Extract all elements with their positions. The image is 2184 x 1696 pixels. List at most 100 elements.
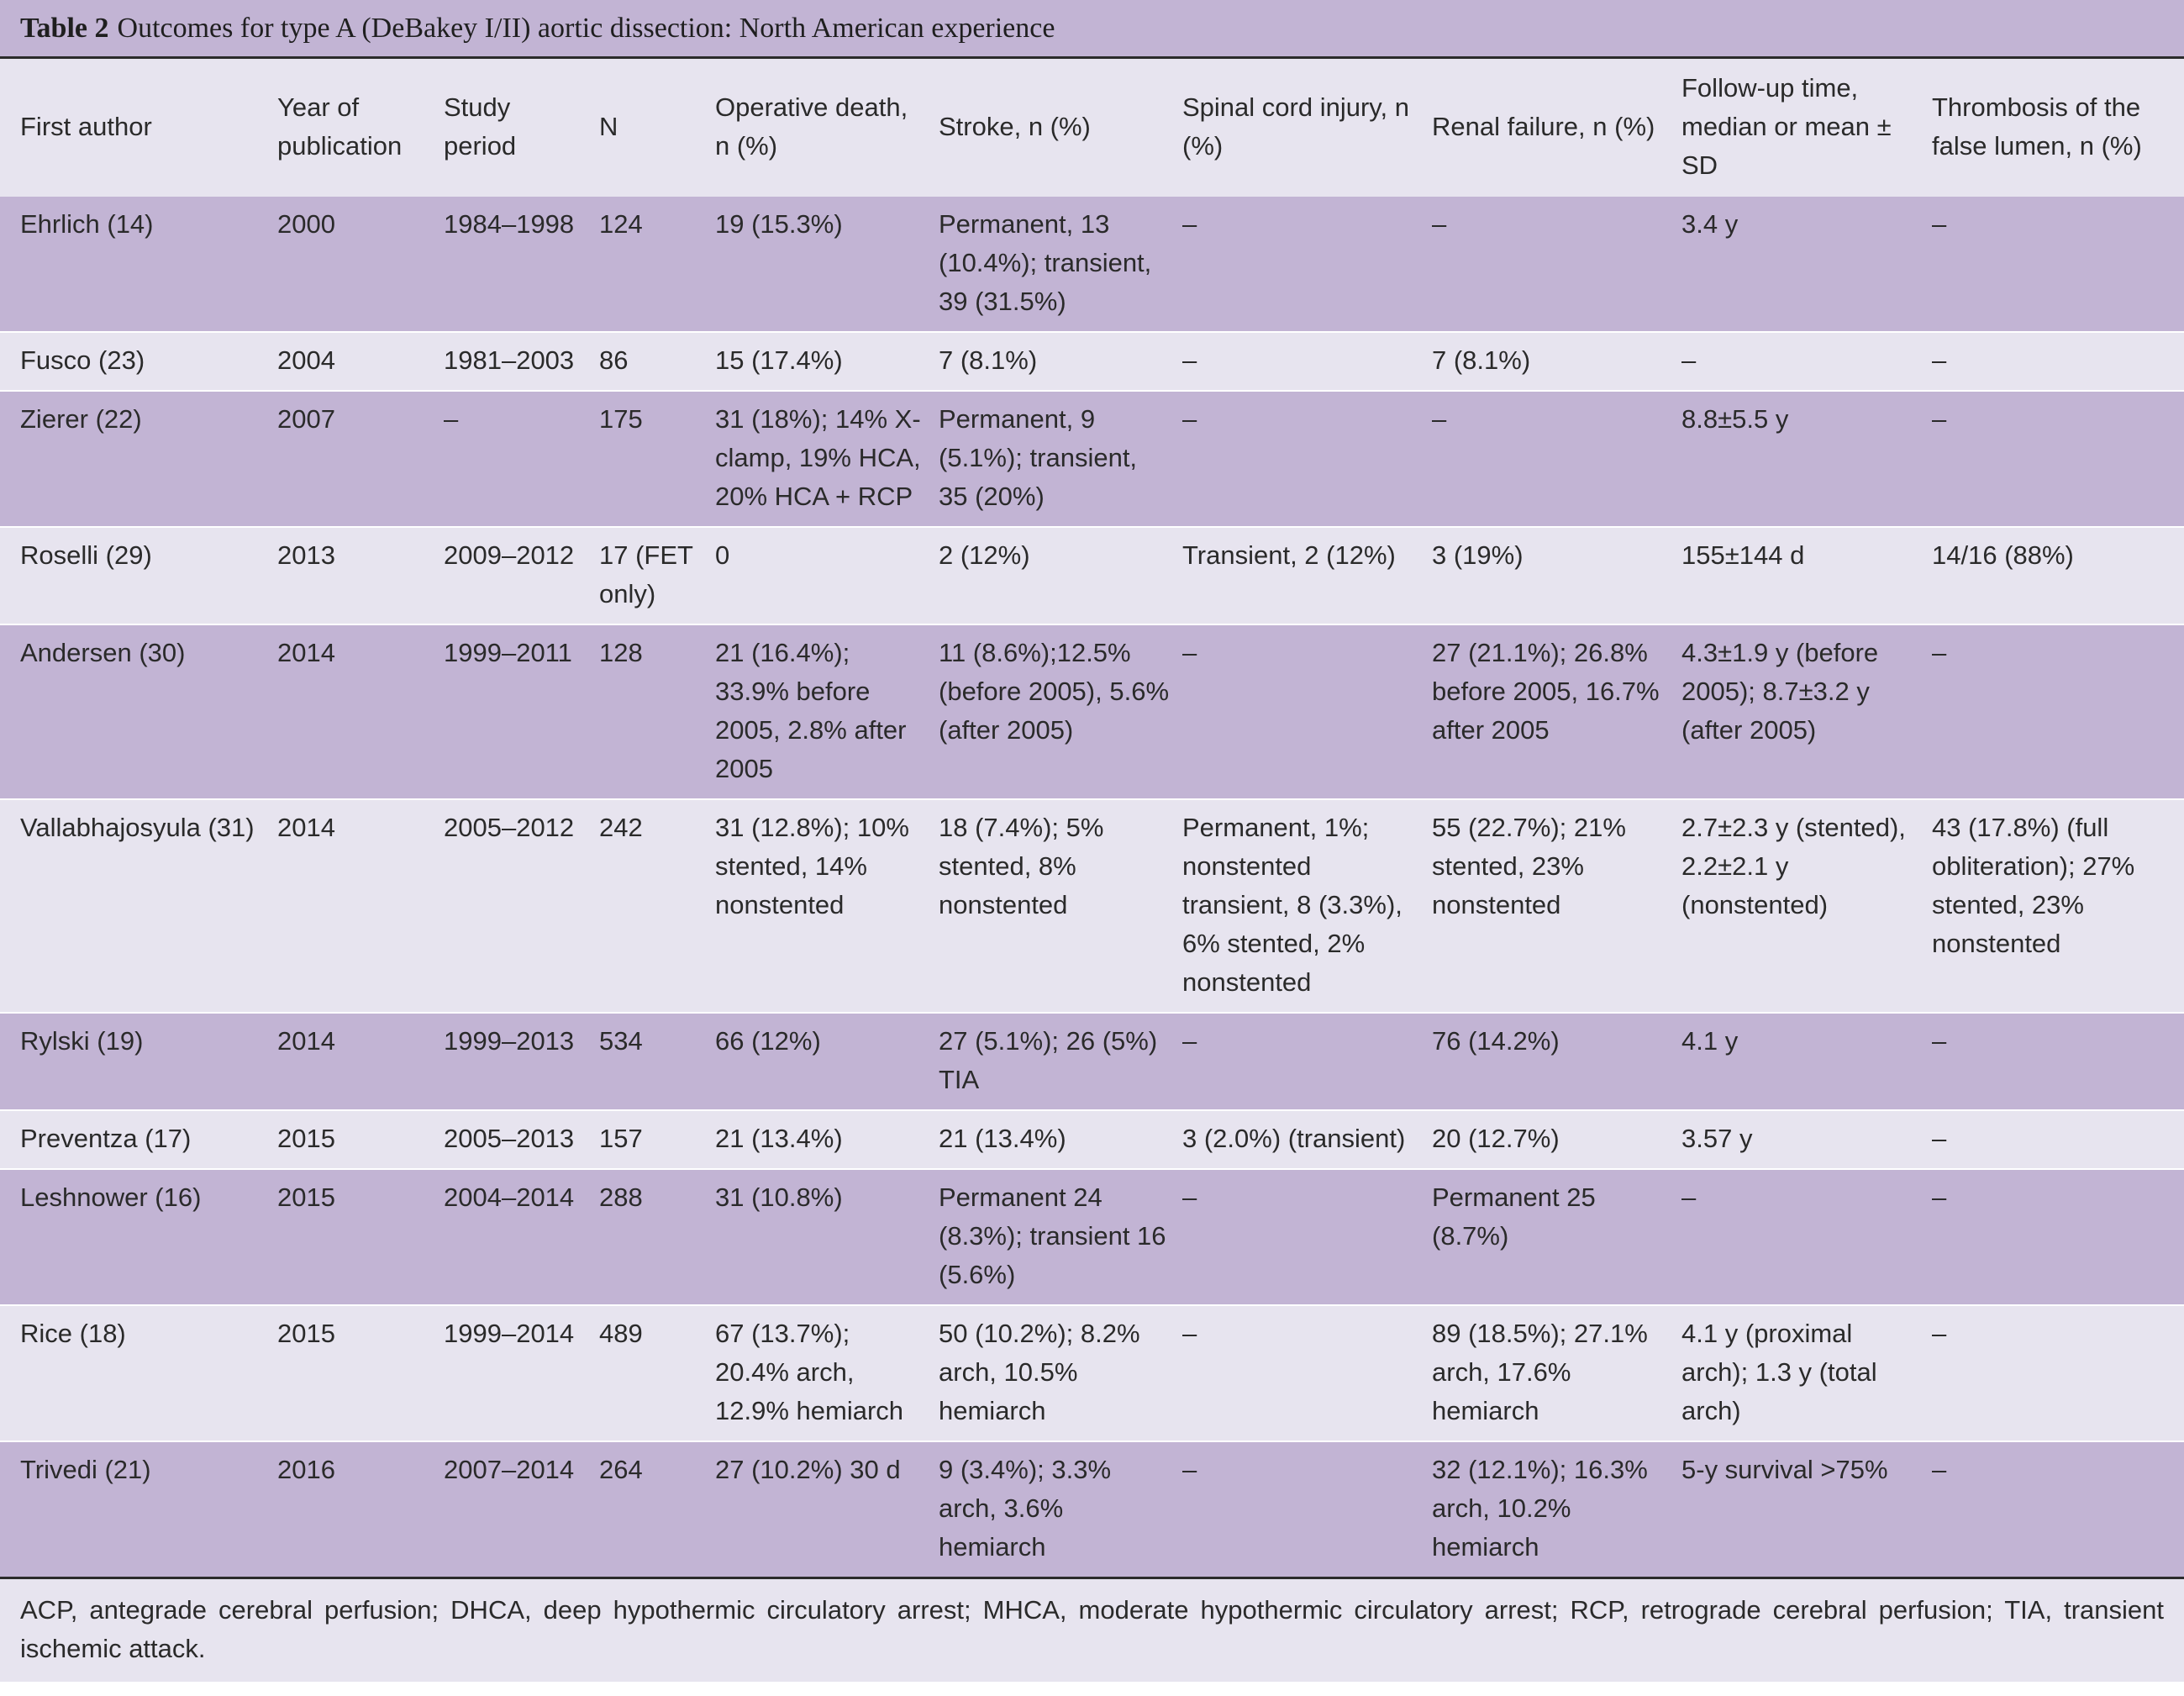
table-row: Trivedi (21) 2016 2007–2014 264 27 (10.2%) 3… <box>0 1441 2184 1577</box>
table-cell: Leshnower (16) <box>20 1182 202 1212</box>
table-cell: 1981–2003 <box>444 345 575 375</box>
table-cell: 0 <box>715 540 730 570</box>
table-cell: 3.57 y <box>1681 1124 1753 1153</box>
table-row: Leshnower (16) 2015 2004–2014 288 31 (10.8%)… <box>0 1169 2184 1305</box>
table-cell: 27 (10.2%) 30 d <box>715 1455 901 1484</box>
table-cell: Ehrlich (14) <box>20 209 154 239</box>
table-cell: 32 (12.1%); 16.3% arch, 10.2% hemiarch <box>1432 1455 1648 1562</box>
table-footnote: ACP, antegrade cerebral perfusion; DHCA,… <box>0 1579 2184 1682</box>
table-cell: Permanent, 9 (5.1%); transient, 35 (20%) <box>939 404 1138 511</box>
table-cell: 2.7±2.3 y (stented), 2.2±2.1 y (nonstent… <box>1681 813 1906 919</box>
column-header: Stroke, n (%) <box>939 112 1091 141</box>
table-cell: – <box>1432 209 1447 239</box>
top-rule <box>0 56 2184 59</box>
table-cell: 128 <box>599 638 643 667</box>
table-cell: 1999–2014 <box>444 1319 575 1348</box>
table-cell: 76 (14.2%) <box>1432 1026 1560 1056</box>
table-caption-label: Table 2 <box>20 12 109 44</box>
table-cell: Permanent 25 (8.7%) <box>1432 1182 1596 1251</box>
table-cell: 27 (5.1%); 26 (5%) TIA <box>939 1026 1158 1094</box>
table-cell: 157 <box>599 1124 643 1153</box>
outcomes-table: First author Year of publication Study p… <box>0 59 2184 1577</box>
table-cell: 4.3±1.9 y (before 2005); 8.7±3.2 y (afte… <box>1681 638 1879 745</box>
table-cell: Permanent 24 (8.3%); transient 16 (5.6%) <box>939 1182 1166 1289</box>
table-cell: 2014 <box>277 1026 335 1056</box>
table-cell: 155±144 d <box>1681 540 1805 570</box>
table-cell: 20 (12.7%) <box>1432 1124 1560 1153</box>
table-cell: – <box>444 404 459 434</box>
table-cell: – <box>1681 345 1697 375</box>
table-cell: 2 (12%) <box>939 540 1030 570</box>
table-cell: – <box>1432 404 1447 434</box>
table-cell: 3 (2.0%) (transient) <box>1182 1124 1406 1153</box>
table-cell: 2015 <box>277 1182 335 1212</box>
table-cell: 2015 <box>277 1319 335 1348</box>
table-cell: 7 (8.1%) <box>939 345 1038 375</box>
table-cell: 534 <box>599 1026 643 1056</box>
table-cell: 2009–2012 <box>444 540 575 570</box>
table-cell: 2014 <box>277 638 335 667</box>
table-cell: Rylski (19) <box>20 1026 144 1056</box>
table-header-row: First author Year of publication Study p… <box>0 59 2184 197</box>
table-cell: 2016 <box>277 1455 335 1484</box>
table-row: Fusco (23) 2004 1981–2003 86 15 (17.4%) 7 (8.… <box>0 332 2184 391</box>
table-cell: Fusco (23) <box>20 345 145 375</box>
table-cell: 2007 <box>277 404 335 434</box>
table-row: Vallabhajosyula (31) 2014 2005–2012 242 31 (… <box>0 799 2184 1013</box>
table-cell: 21 (13.4%) <box>939 1124 1066 1153</box>
table-cell: 2007–2014 <box>444 1455 575 1484</box>
column-header: Renal failure, n (%) <box>1432 112 1655 141</box>
table-cell: – <box>1932 209 1947 239</box>
table-cell: Zierer (22) <box>20 404 142 434</box>
table-cell: 124 <box>599 209 643 239</box>
table-cell: 31 (10.8%) <box>715 1182 843 1212</box>
column-header: First author <box>20 112 152 141</box>
table-cell: Transient, 2 (12%) <box>1182 540 1396 570</box>
table-cell: 2004–2014 <box>444 1182 575 1212</box>
table-cell: 66 (12%) <box>715 1026 821 1056</box>
table-row: Ehrlich (14) 2000 1984–1998 124 19 (15.3%) Pe… <box>0 197 2184 332</box>
table-cell: 264 <box>599 1455 643 1484</box>
table-row: Rylski (19) 2014 1999–2013 534 66 (12%) 27 (5… <box>0 1013 2184 1110</box>
table-caption: Table 2 Outcomes for type A (DeBakey I/I… <box>0 0 2184 56</box>
table-cell: Permanent, 1%; nonstented transient, 8 (… <box>1182 813 1402 997</box>
table-cell: 14/16 (88%) <box>1932 540 2074 570</box>
table-cell: 1999–2011 <box>444 638 572 667</box>
table-cell: 50 (10.2%); 8.2% arch, 10.5% hemiarch <box>939 1319 1140 1425</box>
table-cell: 4.1 y (proximal arch); 1.3 y (total arch… <box>1681 1319 1877 1425</box>
table-cell: – <box>1932 345 1947 375</box>
table-cell: 5-y survival >75% <box>1681 1455 1888 1484</box>
table-cell: Vallabhajosyula (31) <box>20 813 255 842</box>
table-cell: 2013 <box>277 540 335 570</box>
table-cell: 21 (16.4%); 33.9% before 2005, 2.8% afte… <box>715 638 907 783</box>
table-cell: 8.8±5.5 y <box>1681 404 1789 434</box>
table-cell: 2005–2012 <box>444 813 575 842</box>
table-cell: 2005–2013 <box>444 1124 575 1153</box>
table-cell: 19 (15.3%) <box>715 209 843 239</box>
table-cell: Rice (18) <box>20 1319 126 1348</box>
table-cell: Permanent, 13 (10.4%); transient, 39 (31… <box>939 209 1152 316</box>
table-cell: Roselli (29) <box>20 540 152 570</box>
table-cell: 1999–2013 <box>444 1026 575 1056</box>
table-cell: – <box>1182 345 1197 375</box>
table-cell: – <box>1932 404 1947 434</box>
table-cell: 17 (FET only) <box>599 540 693 608</box>
column-header: N <box>599 112 618 141</box>
table-cell: 175 <box>599 404 643 434</box>
table-cell: – <box>1932 1319 1947 1348</box>
table-cell: 21 (13.4%) <box>715 1124 843 1153</box>
table-cell: – <box>1182 1182 1197 1212</box>
table-cell: – <box>1182 1026 1197 1056</box>
table-cell: – <box>1182 404 1197 434</box>
column-header: Follow-up time, median or mean ± SD <box>1681 73 1892 180</box>
table-cell: 489 <box>599 1319 643 1348</box>
table-cell: – <box>1182 1319 1197 1348</box>
table-cell: – <box>1182 638 1197 667</box>
column-header: Year of publication <box>277 92 403 161</box>
table-cell: 2014 <box>277 813 335 842</box>
table-cell: – <box>1932 638 1947 667</box>
table-cell: 3.4 y <box>1681 209 1739 239</box>
table-cell: 27 (21.1%); 26.8% before 2005, 16.7% aft… <box>1432 638 1660 745</box>
table-cell: Preventza (17) <box>20 1124 192 1153</box>
